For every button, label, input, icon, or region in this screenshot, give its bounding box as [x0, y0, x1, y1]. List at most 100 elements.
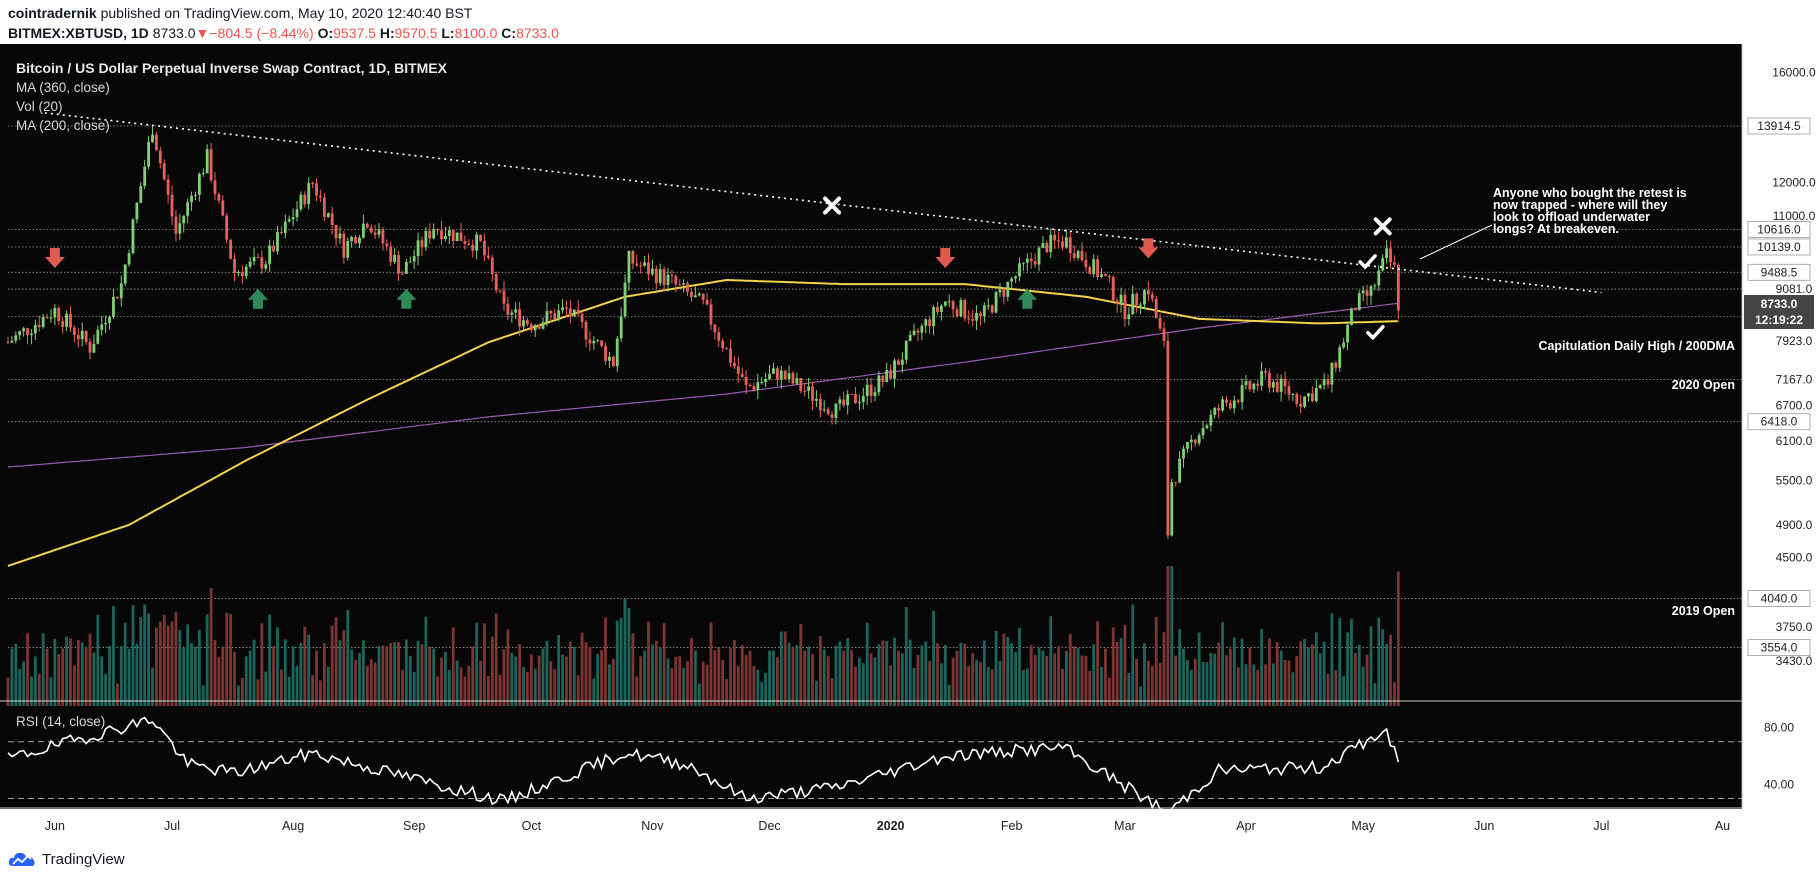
volume-bar [1299, 641, 1303, 706]
volume-bar [650, 644, 654, 706]
candle-body [506, 303, 510, 315]
candle-body [369, 227, 373, 233]
candle-body [467, 243, 471, 245]
candle-body [768, 373, 771, 379]
candle-body [33, 324, 37, 334]
volume-bar [857, 657, 861, 706]
time-tick-label: Jun [45, 819, 65, 833]
price-tick-label: 9081.0 [1776, 282, 1813, 296]
legend-vol[interactable]: Vol (20) [16, 99, 63, 114]
candle-body [1107, 275, 1111, 278]
volume-bar [1021, 670, 1025, 706]
volume-bar [57, 654, 61, 706]
candle-body [346, 241, 350, 258]
up-arrow-icon [1017, 288, 1038, 309]
volume-bar [557, 635, 561, 706]
volume-bar [213, 639, 217, 706]
candle-body [857, 402, 861, 404]
volume-bar [713, 650, 717, 706]
volume-bar [154, 627, 158, 706]
candle-body [412, 256, 416, 262]
candle-body [459, 232, 463, 242]
candle-body [178, 223, 182, 234]
volume-bar [943, 644, 947, 706]
volume-bar [14, 643, 18, 706]
volume-bar [537, 655, 541, 706]
time-tick-label: Feb [1001, 819, 1023, 833]
candle-body [939, 305, 943, 312]
note-line-2: now trapped - where will they [1493, 198, 1667, 212]
time-tick-label: Jul [1593, 819, 1609, 833]
volume-bar [268, 614, 272, 706]
tradingview-cloud-icon [8, 852, 35, 866]
price-tick-label: 6100.0 [1776, 434, 1813, 448]
candle-body [764, 378, 768, 383]
candle-body [100, 324, 104, 330]
volume-bar [877, 644, 881, 706]
candle-body [1310, 393, 1314, 402]
candle-body [443, 235, 447, 240]
candle-body [662, 269, 666, 285]
volume-bar [635, 676, 639, 706]
candle-body [1264, 370, 1267, 373]
volume-bar [1170, 566, 1174, 706]
volume-bar [76, 639, 80, 706]
time-tick-label: Mar [1114, 819, 1136, 833]
legend-ma360[interactable]: MA (360, close) [16, 80, 110, 95]
candle-body [951, 301, 955, 310]
candle-body [1193, 439, 1197, 444]
volume-bar [1018, 627, 1021, 706]
volume-bar [479, 660, 482, 706]
candle-body [440, 230, 443, 240]
open-value: 9537.5 [333, 25, 376, 41]
volume-bar [1033, 654, 1037, 706]
last-price-tag [1744, 295, 1814, 330]
note-pointer [1419, 224, 1493, 260]
volume-bar [506, 629, 510, 706]
candle-body [272, 245, 275, 252]
volume-bar [846, 638, 850, 706]
candle-body [748, 385, 752, 387]
candle-body [84, 330, 88, 343]
candle-body [494, 273, 498, 291]
candle-body [1213, 407, 1217, 415]
candle-body [61, 321, 65, 327]
candle-body [959, 300, 963, 317]
volume-bar [201, 685, 205, 706]
candle-body [432, 229, 436, 239]
volume-bar [1158, 662, 1162, 706]
candle-body [1033, 261, 1037, 265]
candle-body [1342, 342, 1346, 348]
candle-body [123, 264, 127, 284]
candle-body [174, 216, 178, 234]
candle-body [436, 229, 440, 231]
candle-body [283, 221, 287, 234]
volume-bar [490, 636, 494, 706]
price-tick-label: 12000.0 [1772, 176, 1816, 190]
candle-body [147, 141, 151, 167]
candle-body [361, 223, 365, 238]
volume-bar [725, 679, 729, 706]
candle-body [194, 194, 197, 196]
candle-body [1119, 294, 1123, 304]
volume-bar [389, 642, 393, 706]
candle-body [721, 340, 725, 349]
candle-body [791, 373, 795, 384]
volume-bar [311, 675, 315, 706]
chart-canvas[interactable]: 16000.012000.011000.09081.08446.57923.07… [0, 44, 1816, 840]
price-axis-background [1742, 44, 1816, 840]
tradingview-logo[interactable]: TradingView [8, 850, 125, 868]
candle-body [514, 309, 518, 313]
candle-body [205, 149, 209, 174]
legend-rsi[interactable]: RSI (14, close) [16, 714, 105, 729]
volume-bar [690, 637, 693, 706]
candle-body [850, 394, 853, 396]
legend-ma200[interactable]: MA (200, close) [16, 118, 110, 133]
candle-body [1080, 250, 1084, 261]
volume-bar [967, 665, 971, 706]
volume-bar [463, 676, 467, 706]
volume-bar [1307, 648, 1310, 706]
volume-bar [815, 680, 818, 706]
author-name[interactable]: cointradernik [8, 5, 97, 21]
candle-body [584, 321, 588, 340]
